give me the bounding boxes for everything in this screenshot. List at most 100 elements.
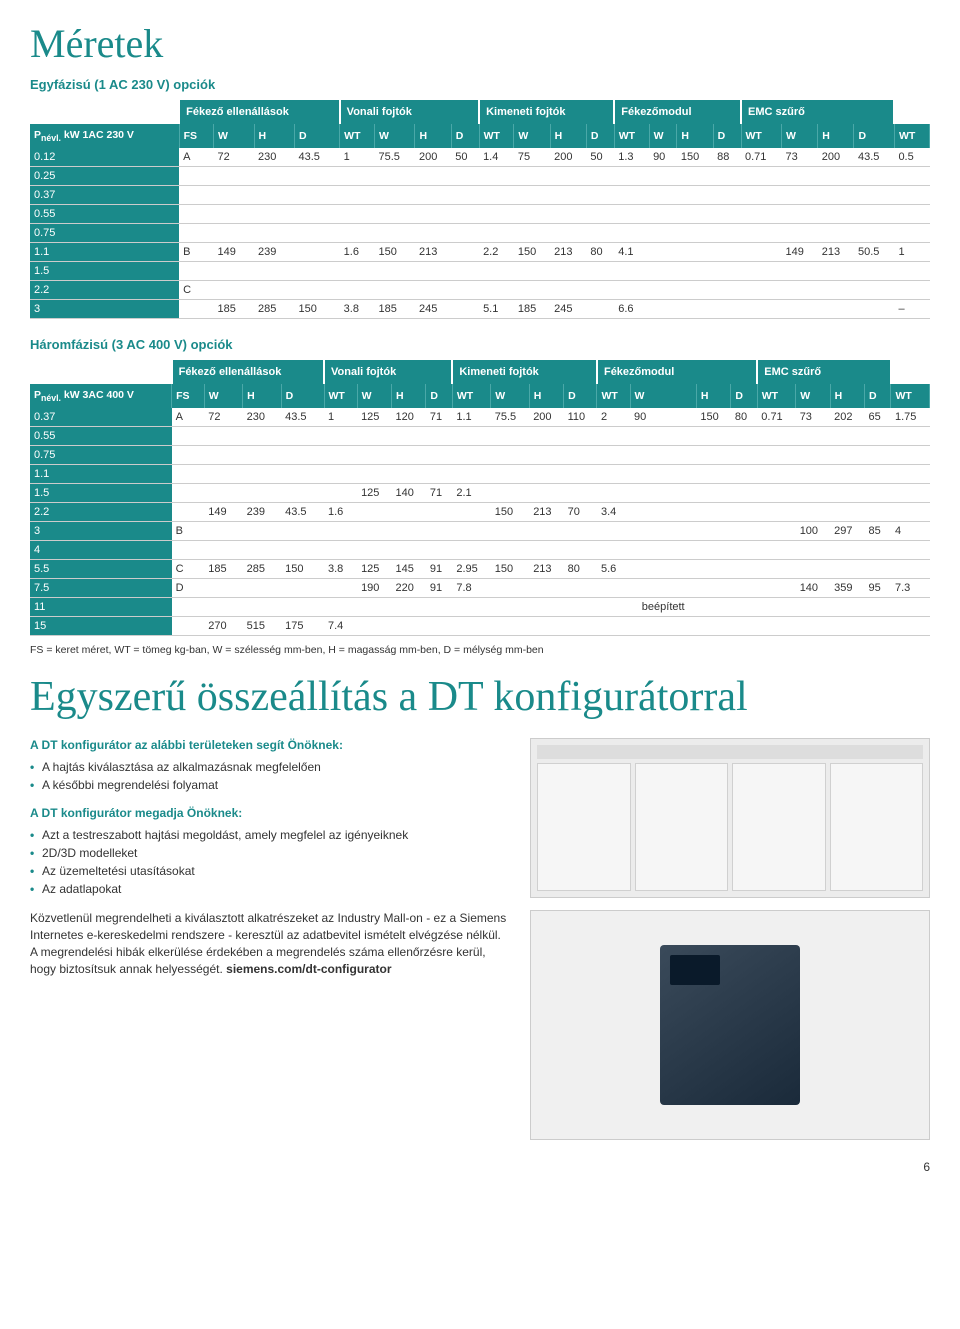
- table-cell: 4: [891, 522, 930, 541]
- table-cell: [254, 281, 294, 300]
- table-cell: 515: [243, 617, 281, 636]
- row-label: 11: [30, 598, 172, 617]
- table-cell: [796, 503, 830, 522]
- table-cell: 239: [254, 243, 294, 262]
- column-header: D: [586, 124, 614, 148]
- table-cell: [891, 541, 930, 560]
- table-cell: [375, 281, 415, 300]
- table-cell: [204, 427, 242, 446]
- row-label: 0.37: [30, 186, 179, 205]
- table-cell: [172, 617, 205, 636]
- column-header: D: [451, 124, 479, 148]
- table-cell: [294, 167, 339, 186]
- table-cell: 43.5: [281, 503, 324, 522]
- table-cell: [391, 541, 425, 560]
- table-cell: [243, 541, 281, 560]
- table-cell: [741, 281, 781, 300]
- table-cell: [796, 598, 830, 617]
- table-cell: [375, 205, 415, 224]
- table-cell: C: [179, 281, 213, 300]
- table-cell: 5.1: [479, 300, 514, 319]
- table-cell: 270: [204, 617, 242, 636]
- table-cell: [649, 281, 677, 300]
- table-cell: 50.5: [854, 243, 894, 262]
- table-cell: [564, 579, 597, 598]
- table-cell: [649, 186, 677, 205]
- table-cell: 185: [204, 560, 242, 579]
- table-cell: [324, 522, 357, 541]
- table-cell: 91: [426, 579, 452, 598]
- table-cell: [529, 465, 563, 484]
- table-cell: [891, 560, 930, 579]
- table-cell: 7.3: [891, 579, 930, 598]
- table-cell: [781, 262, 817, 281]
- table-cell: [564, 446, 597, 465]
- row-label: 2.2: [30, 503, 172, 522]
- table-cell: 0.5: [894, 148, 929, 167]
- table-cell: [415, 281, 451, 300]
- column-header: H: [818, 124, 854, 148]
- table-cell: 1.75: [891, 408, 930, 427]
- table-cell: [713, 186, 741, 205]
- table-cell: A: [172, 408, 205, 427]
- table-cell: [597, 484, 630, 503]
- table-cell: 2.95: [452, 560, 490, 579]
- column-header: WT: [757, 384, 795, 408]
- table-cell: [514, 262, 550, 281]
- table-cell: [294, 186, 339, 205]
- table-cell: [677, 186, 713, 205]
- column-header: D: [564, 384, 597, 408]
- table-row: 0.37A7223043.51125120711.175.52001102901…: [30, 408, 930, 427]
- table-cell: [854, 281, 894, 300]
- table-cell: [426, 598, 452, 617]
- table-cell: [324, 541, 357, 560]
- table-cell: [491, 522, 529, 541]
- table-cell: [514, 205, 550, 224]
- table-cell: [741, 243, 781, 262]
- table-cell: 4.1: [614, 243, 649, 262]
- row-label: 7.5: [30, 579, 172, 598]
- table-cell: [426, 503, 452, 522]
- table-cell: [514, 281, 550, 300]
- table-cell: [649, 224, 677, 243]
- table-cell: [415, 262, 451, 281]
- table-cell: [731, 579, 757, 598]
- table-cell: [781, 300, 817, 319]
- table-cell: 0.71: [741, 148, 781, 167]
- table-cell: [204, 522, 242, 541]
- table-cell: [586, 281, 614, 300]
- table-cell: [204, 446, 242, 465]
- table-cell: [172, 446, 205, 465]
- row-label: 0.75: [30, 224, 179, 243]
- table1-subtitle: Egyfázisú (1 AC 230 V) opciók: [30, 77, 930, 92]
- table-cell: 75.5: [375, 148, 415, 167]
- table-cell: [281, 465, 324, 484]
- table-cell: [796, 541, 830, 560]
- table-cell: 50: [586, 148, 614, 167]
- table-cell: [891, 617, 930, 636]
- table-cell: [529, 446, 563, 465]
- table-cell: [294, 262, 339, 281]
- table-cell: [357, 541, 391, 560]
- column-header: D: [426, 384, 452, 408]
- column-header: H: [243, 384, 281, 408]
- table-cell: [854, 300, 894, 319]
- table-cell: [415, 224, 451, 243]
- table-cell: [696, 598, 730, 617]
- table-cell: [830, 427, 864, 446]
- table-cell: [564, 617, 597, 636]
- row-label: 0.12: [30, 148, 179, 167]
- table-cell: [324, 446, 357, 465]
- row-label: 1.1: [30, 465, 172, 484]
- table-cell: [426, 541, 452, 560]
- table-cell: [452, 503, 490, 522]
- table-cell: [529, 598, 563, 617]
- table-cell: [757, 484, 795, 503]
- configurator-screenshot: [530, 738, 930, 898]
- table-cell: [243, 427, 281, 446]
- table-cell: 145: [391, 560, 425, 579]
- table-cell: 7.8: [452, 579, 490, 598]
- column-header: W: [375, 124, 415, 148]
- table-cell: 1.1: [452, 408, 490, 427]
- table-cell: beépített: [630, 598, 696, 617]
